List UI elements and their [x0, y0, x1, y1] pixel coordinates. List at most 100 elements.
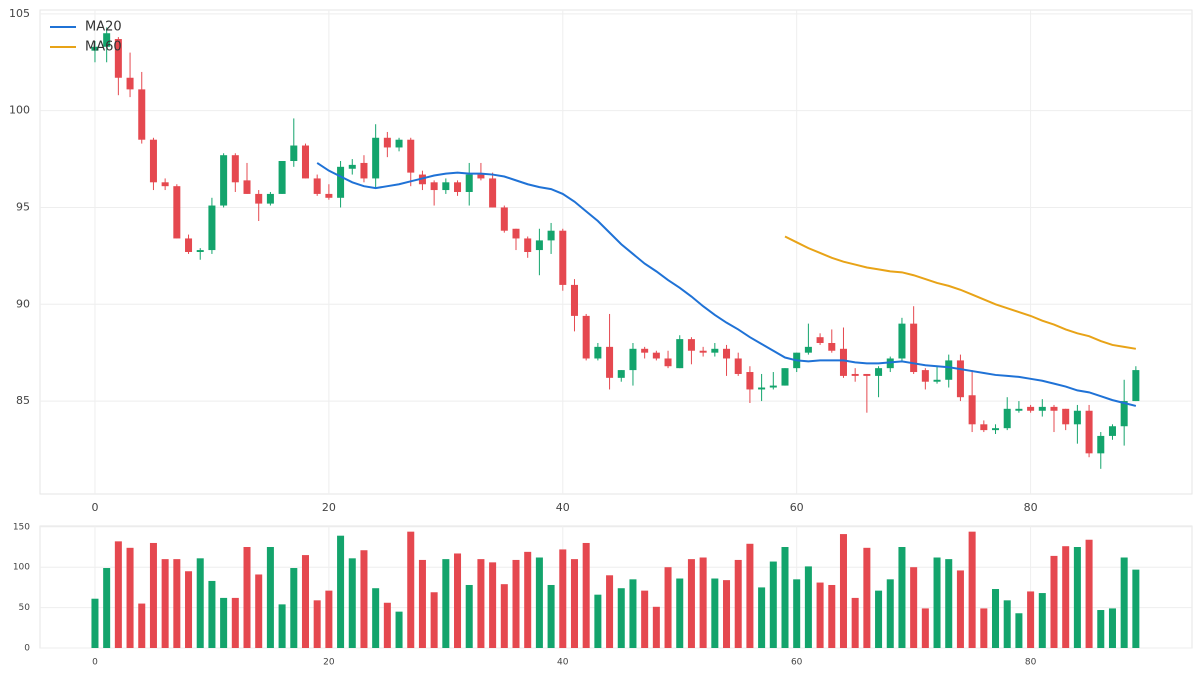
volume-bar — [196, 558, 204, 648]
candle-body — [348, 164, 356, 169]
candle-body — [313, 178, 321, 194]
legend-label: MA60 — [85, 40, 122, 55]
candle-body — [454, 182, 462, 192]
volume-bar — [1050, 555, 1058, 648]
volume-bar — [535, 557, 543, 648]
candle-body — [208, 205, 216, 251]
candle-body — [898, 323, 906, 359]
volume-bar — [559, 549, 567, 648]
candle-body — [758, 387, 766, 390]
y-tick-label: 90 — [16, 297, 30, 310]
volume-bar — [138, 603, 146, 648]
ma-line — [784, 235, 1137, 350]
candle-body — [266, 193, 274, 204]
volume-bar — [1015, 613, 1023, 648]
volume-bar — [781, 547, 789, 648]
candle-body — [629, 348, 637, 371]
volume-bar — [290, 568, 298, 648]
candle-body — [477, 174, 485, 179]
volume-bar — [185, 571, 193, 648]
volume-bar — [1120, 557, 1128, 648]
x-tick-label: 0 — [92, 658, 98, 668]
candle-body — [547, 230, 555, 241]
volume-bar — [1073, 547, 1081, 648]
volume-bar — [816, 582, 824, 648]
volume-bar — [1003, 600, 1011, 648]
volume-bar — [243, 547, 251, 648]
volume-bar — [325, 590, 333, 648]
volume-bar — [278, 604, 286, 648]
x-tick-label: 80 — [1024, 501, 1038, 514]
volume-bar — [407, 531, 415, 648]
volume-bar — [769, 561, 777, 648]
volume-bar — [313, 600, 321, 648]
legend-label: MA20 — [85, 20, 122, 35]
volume-bar — [839, 534, 847, 648]
candle-body — [641, 348, 649, 353]
volume-bar — [337, 535, 345, 648]
x-tick-label: 20 — [323, 658, 335, 668]
volume-bar — [734, 559, 742, 648]
candle-body — [512, 228, 520, 239]
volume-bar — [231, 597, 239, 648]
candle-body — [921, 370, 929, 382]
volume-bar — [454, 553, 462, 648]
candle-body — [220, 155, 228, 206]
candle-body — [149, 139, 157, 183]
candle-body — [325, 193, 333, 198]
x-tick-label: 40 — [557, 658, 569, 668]
x-tick-label: 0 — [91, 501, 98, 514]
volume-bar — [1062, 546, 1070, 648]
volume-bar — [383, 602, 391, 648]
volume-bar — [524, 551, 532, 648]
candle-body — [570, 284, 578, 316]
volume-bar — [886, 579, 894, 648]
candle-body — [699, 350, 707, 353]
candle-body — [711, 348, 719, 353]
volume-bar — [418, 559, 426, 648]
volume-bar — [208, 580, 216, 648]
candle-body — [1073, 410, 1081, 425]
candle-body — [945, 360, 953, 380]
candle-body — [337, 166, 345, 198]
candle-body — [126, 77, 134, 90]
y-tick-label: 105 — [9, 7, 30, 20]
candle-body — [138, 89, 146, 140]
candle-body — [594, 346, 602, 359]
volume-bar — [676, 578, 684, 648]
volume-bar — [301, 555, 309, 648]
volume-bar — [1097, 610, 1105, 648]
x-tick-label: 60 — [791, 658, 803, 668]
x-tick-label: 60 — [790, 501, 804, 514]
x-tick-label: 80 — [1025, 658, 1037, 668]
candle-body — [816, 337, 824, 343]
volume-bar — [126, 547, 134, 648]
candle-body — [465, 174, 473, 192]
volume-bar — [664, 567, 672, 648]
candle-body — [430, 182, 438, 191]
volume-bar — [804, 566, 812, 648]
volume-bar — [617, 588, 625, 648]
x-tick-label: 40 — [556, 501, 570, 514]
candle-body — [1027, 406, 1035, 411]
volume-bar — [641, 590, 649, 648]
candle-body — [372, 137, 380, 179]
y-tick-label: 0 — [24, 644, 30, 654]
volume-bar — [594, 594, 602, 648]
candle-body — [617, 370, 625, 378]
candle-body — [559, 230, 567, 285]
candle-body — [863, 373, 871, 376]
candle-body — [360, 162, 368, 179]
candle-body — [828, 342, 836, 351]
ma-line — [316, 162, 1137, 407]
volume-bar — [430, 592, 438, 648]
candle-body — [383, 137, 391, 148]
volume-bar — [699, 557, 707, 648]
candle-body — [875, 368, 883, 376]
volume-bar — [149, 542, 157, 648]
candle-body — [407, 139, 415, 173]
volume-bar — [1085, 539, 1093, 648]
y-tick-label: 150 — [13, 522, 30, 532]
candle-body — [442, 182, 450, 191]
candle-body — [173, 186, 181, 239]
